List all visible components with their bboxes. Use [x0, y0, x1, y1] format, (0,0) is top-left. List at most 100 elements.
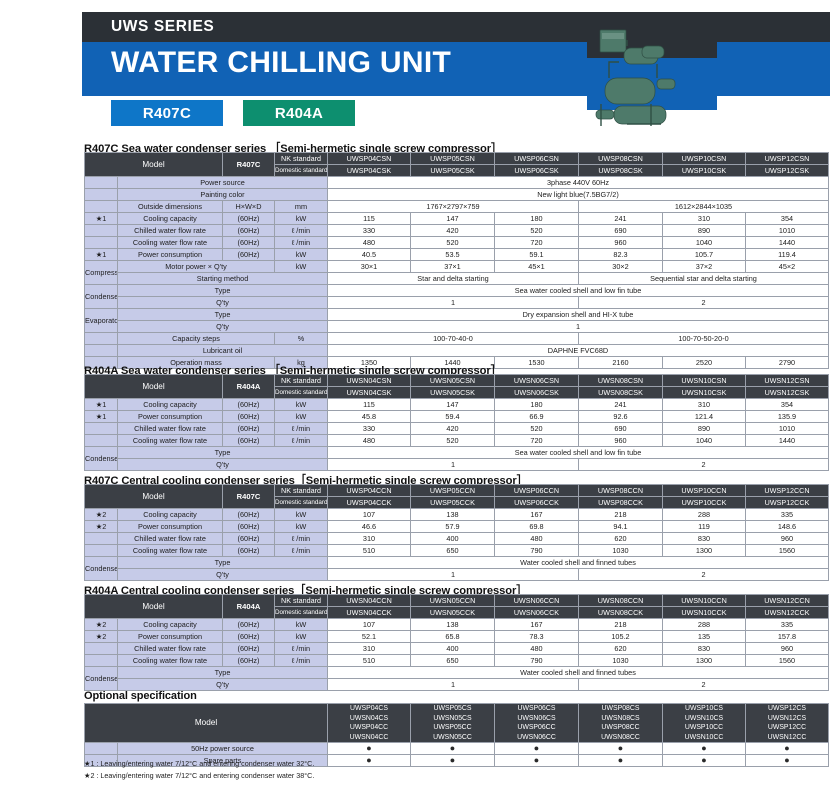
- model-dom-6: UWSP12CSK: [745, 164, 829, 177]
- table-row-cooling-capacity: ★2 Cooling capacity (60Hz) kW 107 138 16…: [84, 508, 829, 521]
- cell-value: 520: [410, 236, 495, 249]
- cell-value: 78.3: [494, 630, 579, 643]
- chip-r407c[interactable]: R407C: [111, 100, 223, 126]
- cell-value: 30×1: [327, 260, 411, 273]
- optional-model-col-5: UWSP10CS UWSN10CS UWSP10CC UWSN10CC: [662, 702, 746, 744]
- table-row-chilled-water-flow: Chilled water flow rate (60Hz) ℓ /min 31…: [84, 532, 829, 545]
- cell-value: 480: [327, 434, 411, 447]
- cell-value: 135.9: [745, 410, 829, 423]
- model-nk-1: UWSN04CCN: [327, 594, 411, 607]
- row-label: Capacity steps: [117, 332, 275, 345]
- cell-value: 830: [662, 642, 746, 655]
- unit: ℓ /min: [274, 422, 328, 435]
- frequency: (60Hz): [222, 224, 275, 237]
- cell-value: 1440: [745, 434, 829, 447]
- cell-value: 1040: [662, 236, 746, 249]
- cell-value: 480: [494, 532, 579, 545]
- model-dom-4: UWSN08CSK: [578, 386, 663, 399]
- cell-value: 420: [410, 422, 495, 435]
- table-row-condenser-type: Condenser Type Sea water cooled shell an…: [84, 284, 829, 309]
- unit: ℓ /min: [274, 642, 328, 655]
- cell-value: 69.8: [494, 520, 579, 533]
- row-label: Painting color: [117, 188, 328, 201]
- cell-value: 288: [662, 618, 746, 631]
- optional-model-col-4: UWSP08CS UWSN08CS UWSP08CC UWSN08CC: [578, 702, 663, 744]
- model-nk-4: UWSN08CCN: [578, 594, 663, 607]
- cell-value: 147: [410, 398, 495, 411]
- model-dom-4: UWSN08CCK: [578, 606, 663, 619]
- cell-value: 138: [410, 618, 495, 631]
- unit: mm: [274, 200, 328, 213]
- cell-value: 1030: [578, 544, 663, 557]
- cell-value: 1040: [662, 434, 746, 447]
- unit: kW: [274, 212, 328, 225]
- cell-value: 510: [327, 544, 411, 557]
- optional-model-col-2: UWSP05CS UWSN05CS UWSP05CC UWSN05CC: [410, 702, 495, 744]
- row-label: Power consumption: [117, 520, 223, 533]
- cell-value: 1010: [745, 422, 829, 435]
- group-label-condenser: Condenser: [84, 666, 118, 691]
- cell-value: 59.4: [410, 410, 495, 423]
- star-mark: ★2: [84, 520, 118, 533]
- model-dom-5: UWSP10CCK: [662, 496, 746, 509]
- header-model-cell: Model: [84, 484, 223, 509]
- table-row-condenser-qty: Q'ty 1 2: [85, 568, 829, 581]
- cell-value: 1350: [327, 356, 411, 369]
- unit: kg: [274, 356, 328, 369]
- cell-value: 310: [327, 532, 411, 545]
- cell-value: 105.2: [578, 630, 663, 643]
- header-domestic-standard: Domestic standard: [274, 164, 328, 177]
- condenser-qty-left: 1: [327, 296, 579, 309]
- cell-value: 1300: [662, 654, 746, 667]
- starting-right: Sequential star and delta starting: [578, 272, 829, 285]
- cell-value: 310: [662, 398, 746, 411]
- option-mark: ●: [578, 742, 663, 756]
- model-nk-3: UWSP06CCN: [494, 484, 579, 497]
- cell-value: 620: [578, 642, 663, 655]
- dimensions-left: 1767×2797×759: [327, 200, 579, 213]
- page-title: WATER CHILLING UNIT: [111, 46, 452, 79]
- evaporator-type-value: Dry expansion shell and HI-X tube: [327, 308, 829, 321]
- model-dom-3: UWSN06CCK: [494, 606, 579, 619]
- header-model-cell: Model: [84, 374, 223, 399]
- model-dom-1: UWSN04CSK: [327, 386, 411, 399]
- product-photo-chiller-icon: [587, 22, 717, 140]
- cell-value: 52.1: [327, 630, 411, 643]
- table-row-condenser-type: Condenser Type Water cooled shell and fi…: [84, 666, 829, 691]
- model-nk-6: UWSN12CCN: [745, 594, 829, 607]
- header-refrigerant: R407C: [222, 152, 275, 177]
- cell-value: 720: [494, 236, 579, 249]
- cell-value: 520: [410, 434, 495, 447]
- header-model-cell: Model: [84, 594, 223, 619]
- option-mark: ●: [494, 742, 579, 756]
- table-row-cooling-capacity: ★1 Cooling capacity (60Hz) kW 115 147 18…: [84, 398, 829, 411]
- chip-r404a[interactable]: R404A: [243, 100, 355, 126]
- option-mark: ●: [327, 754, 411, 768]
- table-row-cooling-water-flow: Cooling water flow rate (60Hz) ℓ /min 48…: [84, 236, 829, 249]
- cell-value: 2160: [578, 356, 663, 369]
- unit: ℓ /min: [274, 544, 328, 557]
- table-row-motor-power: Compressor Motor power × Q'ty kW 30×1 37…: [84, 260, 829, 285]
- star-mark: ★1: [84, 212, 118, 225]
- cell-value: 690: [578, 224, 663, 237]
- unit: ℓ /min: [274, 236, 328, 249]
- frequency: (60Hz): [222, 520, 275, 533]
- option-mark: ●: [494, 754, 579, 768]
- unit: kW: [274, 520, 328, 533]
- row-label: Motor power × Q'ty: [117, 260, 275, 273]
- frequency: (60Hz): [222, 544, 275, 557]
- table-row-header-nk: Model R404A NK standard UWSN04CSN UWSN05…: [84, 374, 829, 399]
- row-label: Lubricant oil: [117, 344, 328, 357]
- option-mark: ●: [578, 754, 663, 768]
- table-row-header-nk: Model R407C NK standard UWSP04CCN UWSP05…: [84, 484, 829, 509]
- cell-value: 620: [578, 532, 663, 545]
- condenser-type-value: Water cooled shell and finned tubes: [327, 556, 829, 569]
- condenser-type-value: Water cooled shell and finned tubes: [327, 666, 829, 679]
- cell-value: 960: [745, 642, 829, 655]
- unit: kW: [274, 630, 328, 643]
- table-row-cooling-capacity: ★1 Cooling capacity (60Hz) kW 115 147 18…: [84, 212, 829, 225]
- cell-value: 45.8: [327, 410, 411, 423]
- table-r407c-sea-water: Model R407C NK standard UWSP04CSN UWSP05…: [84, 152, 829, 369]
- cell-value: 92.6: [578, 410, 663, 423]
- row-label: Type: [117, 446, 328, 459]
